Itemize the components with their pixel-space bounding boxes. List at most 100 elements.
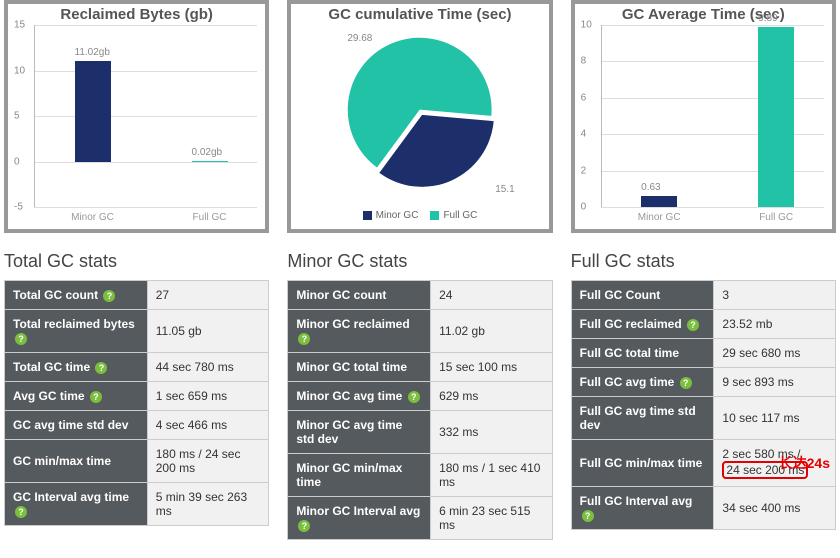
table-row: Full GC total time 29 sec 680 ms: [571, 339, 835, 368]
y-tick-label: 2: [581, 165, 587, 176]
table-row: Minor GC count 24: [288, 281, 552, 310]
stat-key: Minor GC reclaimed ?: [288, 310, 431, 353]
help-icon[interactable]: ?: [298, 333, 310, 345]
y-tick-label: 0: [581, 202, 587, 213]
bar: [75, 61, 111, 161]
reclaimed-bar-chart: -505101511.02gbMinor GC0.02gbFull GC: [12, 25, 261, 225]
total-gc-stats: Total GC stats Total GC count ?27Total r…: [4, 251, 269, 540]
legend-label: Minor GC: [376, 210, 419, 221]
gridline: [601, 207, 824, 208]
stat-value: 9 sec 893 ms: [714, 368, 836, 397]
stat-value: 24: [431, 281, 553, 310]
reclaimed-bytes-panel: Reclaimed Bytes (gb) -505101511.02gbMino…: [4, 0, 269, 233]
help-icon[interactable]: ?: [95, 362, 107, 374]
x-category-label: Full GC: [193, 212, 227, 223]
table-row: Total GC count ?27: [5, 281, 269, 310]
table-row: Minor GC avg time std dev 332 ms: [288, 411, 552, 454]
stat-key: Full GC Count: [571, 281, 714, 310]
bar: [758, 27, 794, 207]
table-row: Full GC avg time std dev 10 sec 117 ms: [571, 397, 835, 440]
table-row: Minor GC avg time ?629 ms: [288, 382, 552, 411]
chart-title: GC Average Time (sec): [579, 6, 828, 23]
help-icon[interactable]: ?: [15, 333, 27, 345]
stats-title: Full GC stats: [571, 251, 836, 272]
stat-key: Minor GC count: [288, 281, 431, 310]
minor-gc-stats: Minor GC stats Minor GC count 24Minor GC…: [287, 251, 552, 540]
table-row: GC Interval avg time ?5 min 39 sec 263 m…: [5, 483, 269, 526]
stat-key: Full GC reclaimed ?: [571, 310, 714, 339]
stat-key: Total GC count ?: [5, 281, 148, 310]
y-tick-label: 10: [581, 20, 592, 31]
table-row: Full GC reclaimed ?23.52 mb: [571, 310, 835, 339]
help-icon[interactable]: ?: [687, 319, 699, 331]
stat-value: 4 sec 466 ms: [147, 411, 269, 440]
help-icon[interactable]: ?: [90, 391, 102, 403]
stat-value: 6 min 23 sec 515 ms: [431, 497, 553, 540]
legend-swatch: [430, 211, 439, 220]
table-row: Avg GC time ?1 sec 659 ms: [5, 382, 269, 411]
legend-swatch: [363, 211, 372, 220]
table-row: Minor GC min/max time 180 ms / 1 sec 410…: [288, 454, 552, 497]
y-tick-label: 0: [14, 156, 20, 167]
gc-average-panel: GC Average Time (sec) 02468100.63Minor G…: [571, 0, 836, 233]
gridline: [34, 207, 257, 208]
y-tick-label: 6: [581, 92, 587, 103]
stat-key: Total GC time ?: [5, 353, 148, 382]
y-tick-label: 5: [14, 111, 20, 122]
gc-average-bar-chart: 02468100.63Minor GC9.89Full GC: [579, 25, 828, 225]
bar-value-label: 0.63: [641, 182, 660, 193]
y-tick-label: 8: [581, 56, 587, 67]
table-row: Full GC avg time ?9 sec 893 ms: [571, 368, 835, 397]
table-row: Full GC Count 3: [571, 281, 835, 310]
table-row: Minor GC Interval avg ?6 min 23 sec 515 …: [288, 497, 552, 540]
stat-value: 27: [147, 281, 269, 310]
full-gc-stats: Full GC stats Full GC Count 3Full GC rec…: [571, 251, 836, 540]
pie-value-label: 15.1: [495, 184, 514, 195]
bar: [641, 196, 677, 207]
bar-value-label: 0.02gb: [192, 147, 223, 158]
chart-title: GC cumulative Time (sec): [295, 6, 544, 23]
stat-value: 11.05 gb: [147, 310, 269, 353]
stat-value: 15 sec 100 ms: [431, 353, 553, 382]
chart-title: Reclaimed Bytes (gb): [12, 6, 261, 23]
x-category-label: Full GC: [759, 212, 793, 223]
stat-value: 1 sec 659 ms: [147, 382, 269, 411]
legend-item: Minor GC: [363, 210, 419, 221]
stats-title: Total GC stats: [4, 251, 269, 272]
stat-key: GC avg time std dev: [5, 411, 148, 440]
help-icon[interactable]: ?: [298, 520, 310, 532]
table-row: GC min/max time 180 ms / 24 sec 200 ms: [5, 440, 269, 483]
help-icon[interactable]: ?: [15, 506, 27, 518]
stat-value: 180 ms / 1 sec 410 ms: [431, 454, 553, 497]
stat-value: 10 sec 117 ms: [714, 397, 836, 440]
help-icon[interactable]: ?: [408, 391, 420, 403]
stat-value: 5 min 39 sec 263 ms: [147, 483, 269, 526]
stat-key: Full GC total time: [571, 339, 714, 368]
legend-item: Full GC: [430, 210, 477, 221]
stat-key: Full GC avg time ?: [571, 368, 714, 397]
y-tick-label: 10: [14, 65, 25, 76]
pie-value-label: 29.68: [347, 33, 372, 44]
help-icon[interactable]: ?: [103, 290, 115, 302]
help-icon[interactable]: ?: [582, 510, 594, 522]
stat-key: Minor GC Interval avg ?: [288, 497, 431, 540]
stat-key: Minor GC min/max time: [288, 454, 431, 497]
stat-key: GC min/max time: [5, 440, 148, 483]
stat-key: Minor GC avg time ?: [288, 382, 431, 411]
minor-gc-table: Minor GC count 24Minor GC reclaimed ?11.…: [287, 280, 552, 540]
help-icon[interactable]: ?: [680, 377, 692, 389]
bar: [192, 161, 228, 162]
y-tick-label: 15: [14, 20, 25, 31]
table-row: Total GC time ?44 sec 780 ms: [5, 353, 269, 382]
gc-cumulative-pie-chart: 29.68 15.1 Minor GC Full GC: [295, 25, 544, 225]
stat-key: Full GC avg time std dev: [571, 397, 714, 440]
pie-svg: [295, 25, 544, 225]
table-row: Minor GC reclaimed ?11.02 gb: [288, 310, 552, 353]
bar-value-label: 9.89: [758, 13, 777, 24]
stat-value: 3: [714, 281, 836, 310]
table-row: Minor GC total time 15 sec 100 ms: [288, 353, 552, 382]
pie-legend: Minor GC Full GC: [295, 210, 544, 223]
table-row: Total reclaimed bytes ?11.05 gb: [5, 310, 269, 353]
stat-key: Full GC Interval avg ?: [571, 487, 714, 530]
bar-value-label: 11.02gb: [75, 47, 110, 58]
